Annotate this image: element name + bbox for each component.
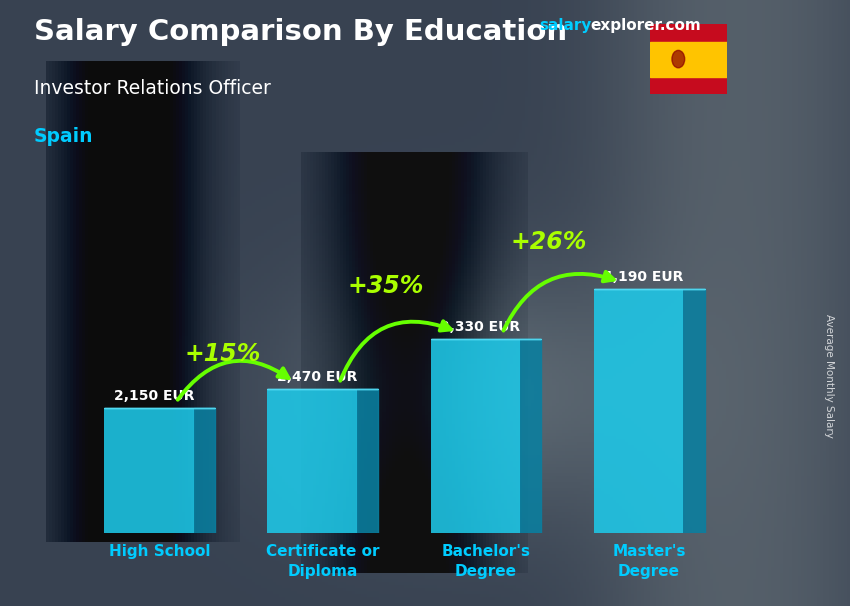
- Text: Investor Relations Officer: Investor Relations Officer: [34, 79, 271, 98]
- Bar: [431, 339, 520, 533]
- Text: 2,150 EUR: 2,150 EUR: [114, 389, 195, 403]
- Bar: [593, 289, 683, 533]
- Text: 2,470 EUR: 2,470 EUR: [277, 370, 357, 384]
- Text: salary: salary: [540, 18, 592, 33]
- Text: 3,330 EUR: 3,330 EUR: [440, 321, 520, 335]
- Text: Spain: Spain: [34, 127, 94, 146]
- Text: +15%: +15%: [184, 342, 261, 366]
- Circle shape: [672, 50, 684, 68]
- Text: Average Monthly Salary: Average Monthly Salary: [824, 314, 834, 438]
- Polygon shape: [520, 339, 541, 533]
- Text: +26%: +26%: [511, 230, 587, 254]
- Polygon shape: [194, 408, 215, 533]
- Text: 4,190 EUR: 4,190 EUR: [604, 270, 683, 284]
- Text: +35%: +35%: [348, 275, 424, 298]
- Bar: [268, 389, 357, 533]
- Text: Salary Comparison By Education: Salary Comparison By Education: [34, 18, 567, 46]
- Polygon shape: [357, 389, 378, 533]
- Bar: [650, 42, 727, 76]
- Bar: [105, 408, 194, 533]
- Polygon shape: [683, 289, 705, 533]
- Text: explorer.com: explorer.com: [591, 18, 701, 33]
